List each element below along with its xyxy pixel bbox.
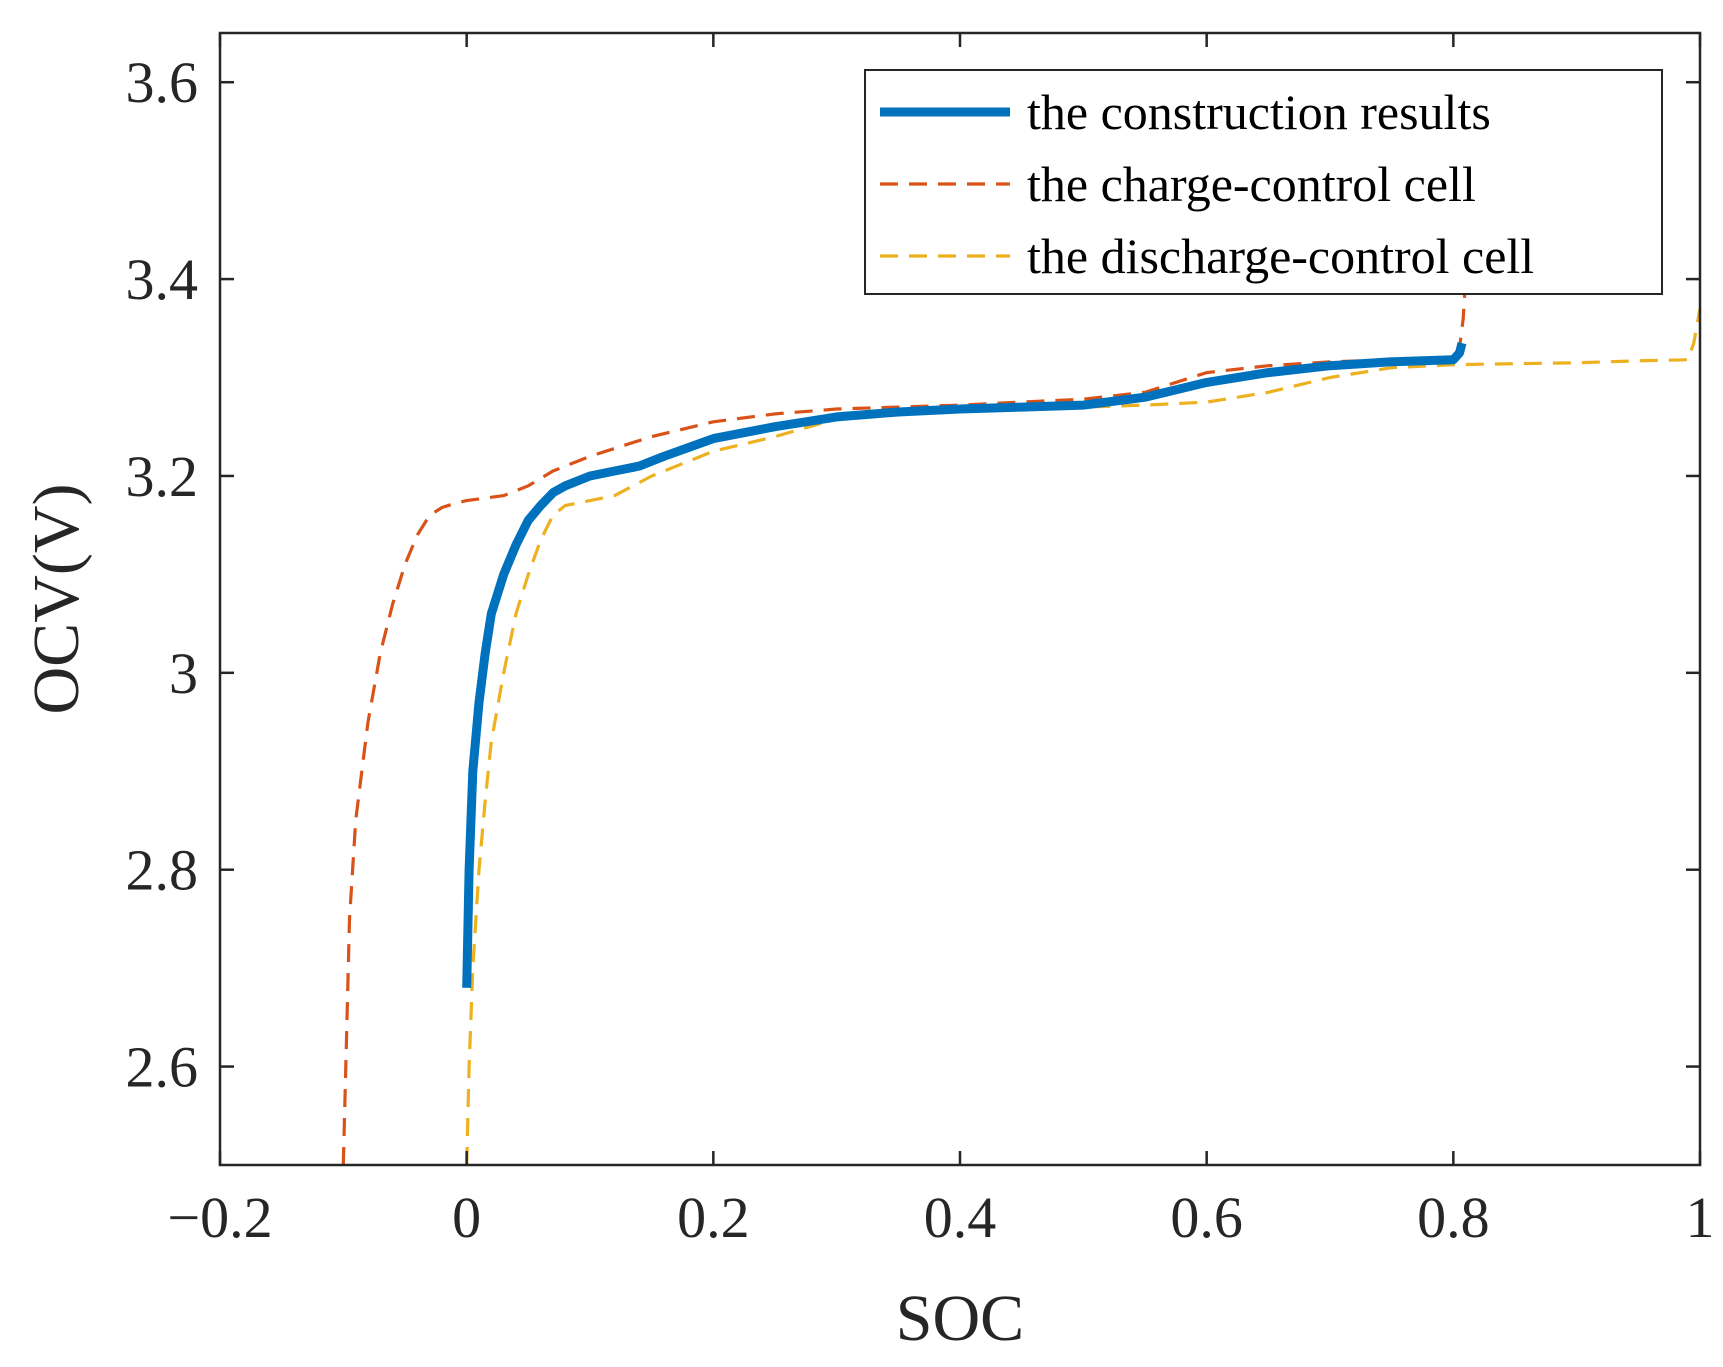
y-tick-label: 3	[169, 641, 198, 706]
series-charge-control-cell	[341, 278, 1468, 1165]
legend: the construction results the charge-cont…	[864, 69, 1663, 295]
y-tick-label: 3.6	[126, 50, 199, 115]
x-tick-label: 0.2	[677, 1185, 750, 1250]
x-tick-label: −0.2	[167, 1185, 272, 1250]
y-tick-label: 2.6	[126, 1035, 199, 1100]
x-tick-label: 1	[1686, 1185, 1715, 1250]
series-layer	[341, 278, 1700, 1165]
x-axis-title: SOC	[896, 1282, 1024, 1355]
x-tick-label: 0.4	[924, 1185, 997, 1250]
y-tick-label: 2.8	[126, 838, 199, 903]
y-tick-label: 3.2	[126, 444, 199, 509]
ticks-layer	[218, 33, 1702, 1165]
y-tick-label: 3.4	[126, 247, 199, 312]
series-construction-results	[462, 341, 1467, 988]
x-tick-label: 0.6	[1170, 1185, 1243, 1250]
series-discharge-control-cell	[465, 308, 1700, 1165]
legend-label-discharge-control: the discharge-control cell	[1027, 228, 1534, 284]
y-axis-title: OCV(V)	[20, 484, 93, 715]
x-tick-label: 0	[452, 1185, 481, 1250]
ticklabels-layer: −0.2 0 0.2 0.4 0.6 0.8 1 2.6 2.8 3 3.2 3.4 3.6	[126, 50, 1715, 1250]
legend-label-construction: the construction results	[1027, 84, 1491, 140]
legend-label-charge-control: the charge-control cell	[1027, 156, 1476, 212]
x-tick-label: 0.8	[1417, 1185, 1490, 1250]
